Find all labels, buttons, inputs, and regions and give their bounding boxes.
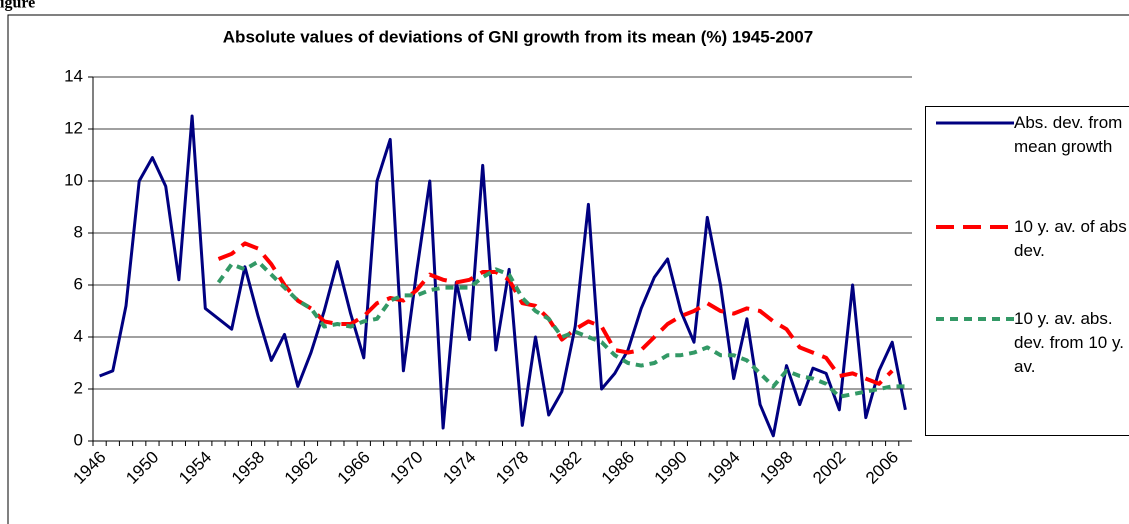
legend-label: 10 y. av. abs. dev. from 10 y. av. (1014, 309, 1124, 376)
y-tick-label: 12 (64, 118, 83, 137)
chart-title: Absolute values of deviations of GNI gro… (223, 27, 813, 46)
y-tick-label: 0 (74, 430, 83, 449)
y-tick-label: 2 (74, 378, 83, 397)
y-tick-label: 10 (64, 170, 83, 189)
series-line (99, 114, 907, 438)
legend-label: Abs. dev. from mean growth (1014, 113, 1123, 156)
y-tick-label: 4 (74, 326, 83, 345)
y-tick-label: 6 (74, 274, 83, 293)
series-line (217, 241, 894, 386)
figure-caption: igure (0, 0, 35, 12)
legend: Abs. dev. from mean growth 10 y. av. of a… (925, 106, 1129, 436)
legend-keys (936, 121, 1014, 321)
y-tick-label: 8 (74, 222, 83, 241)
y-tick-label: 14 (64, 66, 83, 85)
series-line (216, 259, 906, 399)
legend-label: 10 y. av. of abs dev. (1014, 217, 1127, 260)
